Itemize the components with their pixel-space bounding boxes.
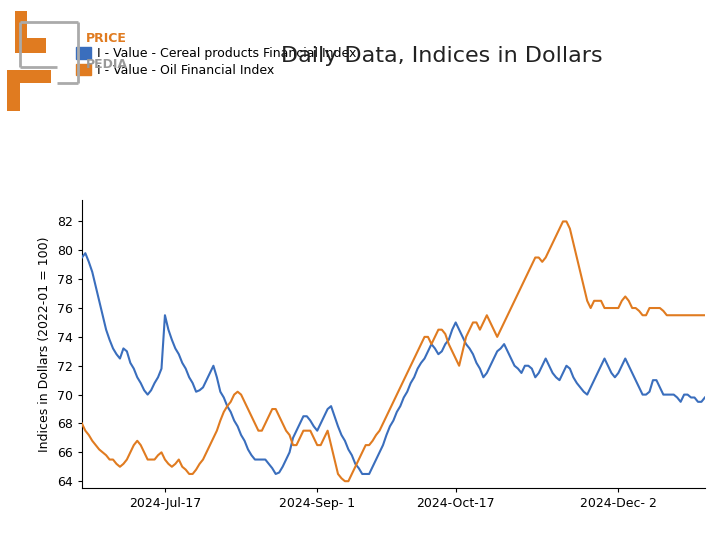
Text: PEDIA: PEDIA [85,58,127,71]
Legend: I - Value - Cereal products Financial Index, I - Value - Oil Financial Index: I - Value - Cereal products Financial In… [75,47,356,77]
Bar [15,9,28,53]
Y-axis label: Indices in Dollars (2022-01 = 100): Indices in Dollars (2022-01 = 100) [38,236,51,452]
Text: PRICE: PRICE [85,32,126,46]
Bar [7,70,51,83]
Bar [7,70,20,111]
Bar [15,38,46,53]
Text: Daily Data, Indices in Dollars: Daily Data, Indices in Dollars [281,46,602,65]
